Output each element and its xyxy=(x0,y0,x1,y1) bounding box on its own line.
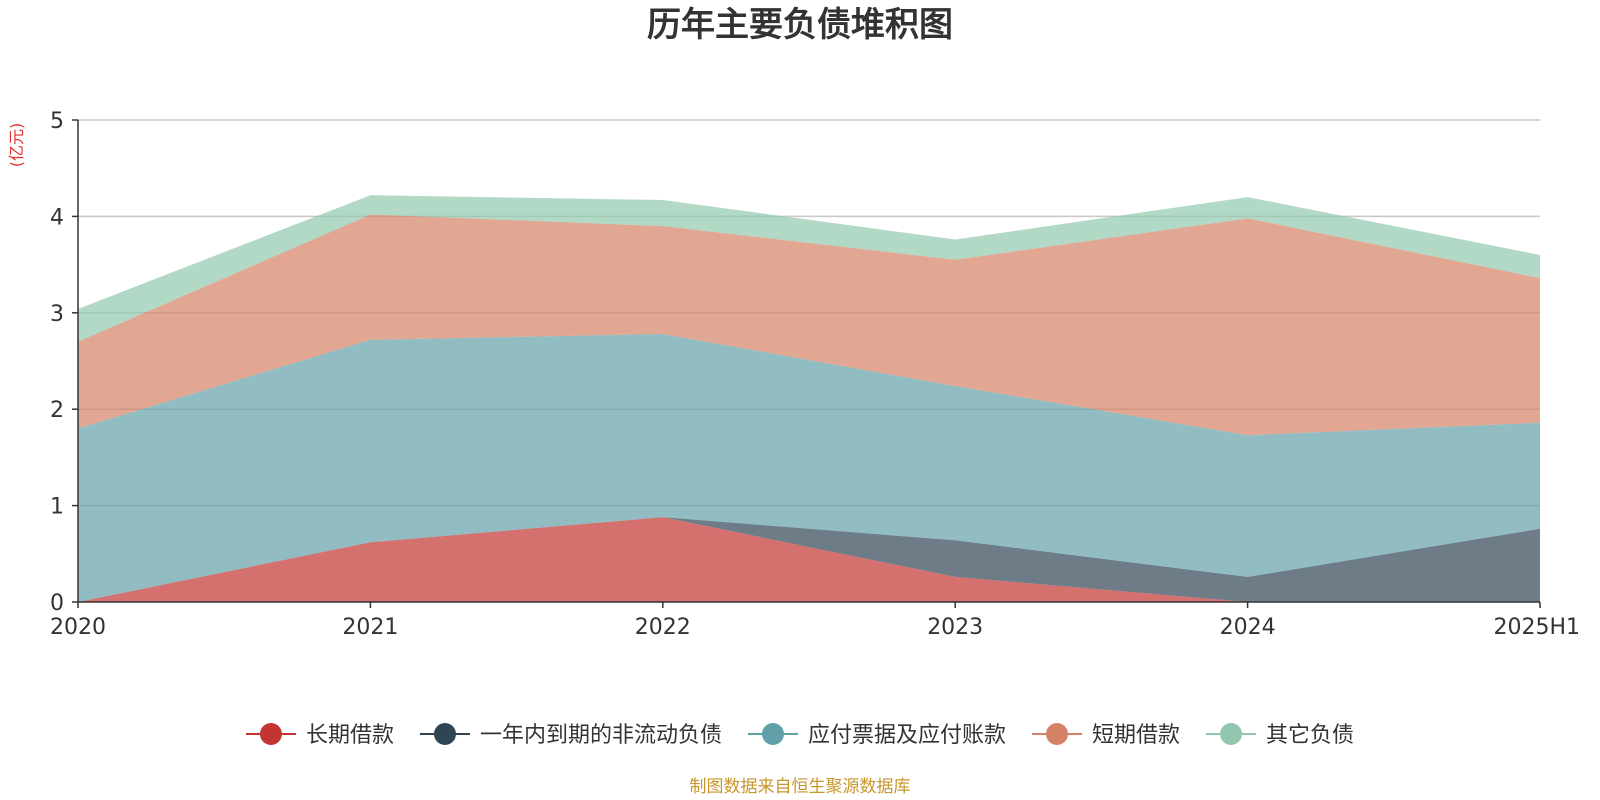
y-tick-label: 5 xyxy=(50,109,64,134)
y-tick-label: 0 xyxy=(50,591,64,616)
area-一年内到期的非流动负债 xyxy=(78,517,1540,602)
y-tick-label: 4 xyxy=(50,205,64,230)
legend-marker-dot xyxy=(1046,723,1069,745)
legend-marker-dot xyxy=(761,723,784,745)
x-tick-label: 2022 xyxy=(635,615,691,640)
legend-label[interactable]: 其它负债 xyxy=(1266,723,1354,748)
legend-marker-dot xyxy=(259,723,282,745)
legend-marker-dot xyxy=(1220,723,1243,745)
x-tick-label: 2020 xyxy=(50,615,106,640)
area-短期借款 xyxy=(78,214,1540,436)
legend-label[interactable]: 应付票据及应付账款 xyxy=(808,723,1006,748)
axes: 0 1 2 3 4 5 2020 2021 2022 2023 2024 2025H1 xyxy=(50,109,1580,640)
y-tick-label: 2 xyxy=(50,398,64,423)
y-tick-label: 1 xyxy=(50,495,64,520)
chart-title: 历年主要负债堆积图 xyxy=(647,5,953,45)
y-axis-unit-label: (亿元) xyxy=(7,123,26,168)
x-tick-label: 2021 xyxy=(342,615,398,640)
y-tick-label: 3 xyxy=(50,302,64,327)
area-应付票据及应付账款 xyxy=(78,334,1540,602)
x-tick-label: 2025H1 xyxy=(1493,615,1580,640)
area-其它负债 xyxy=(78,195,1540,342)
legend-marker-dot xyxy=(433,723,456,745)
x-tick-label: 2023 xyxy=(927,615,983,640)
x-tick-label: 2024 xyxy=(1220,615,1276,640)
legend-label[interactable]: 短期借款 xyxy=(1092,723,1180,748)
area-series xyxy=(78,195,1540,602)
legend-label[interactable]: 长期借款 xyxy=(306,723,394,748)
area-长期借款 xyxy=(78,517,1540,602)
legend: 长期借款 一年内到期的非流动负债 应付票据及应付账款 短期借款 其它负债 xyxy=(245,723,1354,748)
legend-label[interactable]: 一年内到期的非流动负债 xyxy=(480,723,722,748)
source-note: 制图数据来自恒生聚源数据库 xyxy=(690,777,911,797)
